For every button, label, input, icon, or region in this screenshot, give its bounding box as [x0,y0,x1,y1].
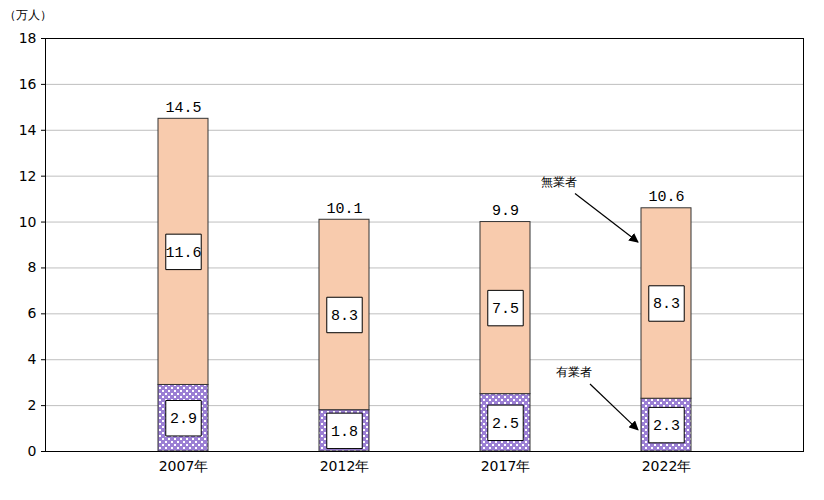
svg-text:無業者: 無業者 [541,175,577,189]
svg-text:10: 10 [19,214,37,230]
svg-text:9.9: 9.9 [492,203,519,220]
svg-text:11.6: 11.6 [165,245,201,262]
svg-text:4: 4 [28,351,37,367]
svg-text:2.3: 2.3 [653,418,680,435]
svg-text:2007年: 2007年 [159,458,209,474]
svg-text:6: 6 [28,305,37,321]
svg-text:16: 16 [19,76,37,92]
svg-text:14: 14 [19,122,37,138]
svg-text:8.3: 8.3 [331,308,358,325]
svg-text:14.5: 14.5 [165,100,201,117]
svg-text:有業者: 有業者 [556,365,592,379]
svg-text:7.5: 7.5 [492,301,519,318]
svg-text:0: 0 [28,443,37,459]
svg-text:1.8: 1.8 [331,424,358,441]
svg-text:2.9: 2.9 [170,411,197,428]
svg-text:8: 8 [28,259,37,275]
svg-text:10.6: 10.6 [648,189,684,206]
svg-text:2: 2 [28,397,37,413]
svg-text:2022年: 2022年 [642,458,692,474]
svg-text:8.3: 8.3 [653,296,680,313]
svg-text:12: 12 [19,168,37,184]
svg-text:10.1: 10.1 [326,201,362,218]
svg-text:18: 18 [19,30,37,46]
svg-text:（万人）: （万人） [4,8,52,22]
svg-text:2017年: 2017年 [481,458,531,474]
svg-text:2.5: 2.5 [492,416,519,433]
svg-text:2012年: 2012年 [320,458,370,474]
